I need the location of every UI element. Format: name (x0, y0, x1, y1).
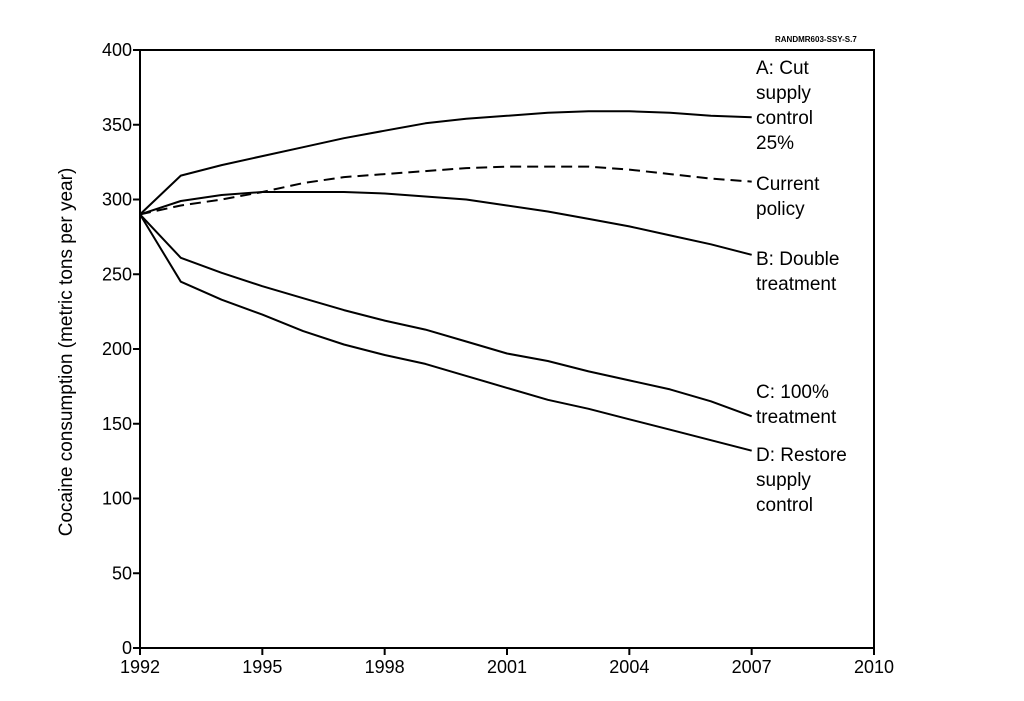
series-label: treatment (756, 407, 837, 428)
y-tick-label: 400 (102, 40, 132, 60)
series-label: supply (756, 83, 811, 104)
series-label: 25% (756, 133, 794, 154)
x-tick-label: 1992 (120, 657, 160, 677)
series-line (139, 213, 753, 418)
x-tick-label: 2010 (854, 657, 894, 677)
series-label: C: 100% (756, 382, 829, 403)
series-label: treatment (756, 274, 837, 295)
y-tick-label: 100 (102, 489, 132, 509)
x-tick-label: 2007 (732, 657, 772, 677)
series-line (139, 191, 752, 256)
series-label: control (756, 495, 813, 516)
series-line (139, 110, 752, 216)
series-line (139, 165, 752, 216)
y-tick-label: 250 (102, 264, 132, 284)
x-tick-label: 1995 (242, 657, 282, 677)
figure-code-label: RANDMR603-SSY-S.7 (775, 35, 857, 44)
series-label: A: Cut (756, 58, 810, 79)
y-tick-label: 50 (112, 563, 132, 583)
y-tick-label: 200 (102, 339, 132, 359)
x-tick-label: 1998 (365, 657, 405, 677)
y-tick-label: 300 (102, 190, 132, 210)
y-tick-label: 350 (102, 115, 132, 135)
y-tick-label: 0 (122, 638, 132, 658)
series-label: Current (756, 174, 820, 195)
y-tick-label: 150 (102, 414, 132, 434)
series-label: control (756, 108, 813, 129)
series-label: D: Restore (756, 445, 847, 466)
plot-area: 1992 1995 1998 2001 2004 2007 2010 0 50 100 150 200… (102, 40, 894, 677)
y-axis-title: Cocaine consumption (metric tons per yea… (56, 168, 77, 537)
series-label: supply (756, 470, 811, 491)
series-line (139, 213, 752, 452)
x-tick-label: 2001 (487, 657, 527, 677)
series-label: policy (756, 199, 805, 220)
x-tick-label: 2004 (609, 657, 649, 677)
series-label: B: Double (756, 249, 839, 270)
